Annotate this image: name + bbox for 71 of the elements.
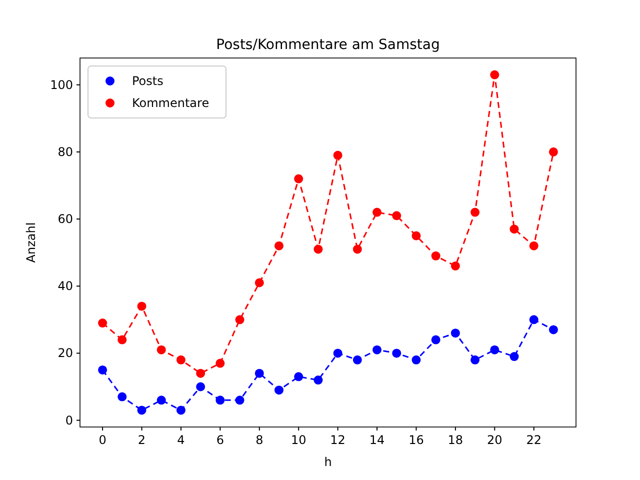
- x-tick-label: 2: [138, 433, 146, 447]
- point: [216, 396, 225, 405]
- point: [529, 241, 538, 250]
- point: [196, 382, 206, 392]
- point: [196, 368, 206, 378]
- point: [372, 345, 382, 354]
- y-tick-label: 80: [58, 144, 73, 159]
- point: [470, 355, 480, 364]
- point: [254, 278, 264, 288]
- chart-title: Posts/Kommentare am Samstag: [216, 37, 440, 53]
- point: [137, 302, 146, 311]
- point: [137, 406, 146, 415]
- x-tick-label: 20: [487, 433, 502, 447]
- x-tick-label: 4: [177, 433, 185, 447]
- point: [548, 147, 558, 156]
- y-tick-label: 100: [50, 78, 73, 92]
- point: [118, 392, 127, 402]
- point: [314, 244, 323, 254]
- point: [490, 345, 500, 354]
- x-tick-label: 8: [256, 433, 264, 447]
- point: [176, 355, 186, 364]
- point: [372, 208, 382, 217]
- point: [412, 231, 421, 240]
- point: [314, 376, 323, 385]
- point: [392, 211, 402, 220]
- x-tick-label: 22: [526, 433, 542, 447]
- x-tick-label: 6: [216, 433, 224, 447]
- point: [490, 70, 500, 80]
- point: [156, 345, 166, 354]
- point: [274, 241, 284, 250]
- y-tick-label: 0: [65, 413, 73, 428]
- point: [333, 150, 342, 160]
- x-tick-label: 14: [369, 433, 385, 447]
- x-axis-title: h: [324, 455, 332, 469]
- point: [510, 224, 519, 234]
- point: [274, 386, 284, 395]
- point: [98, 318, 108, 328]
- x-tick-label: 12: [330, 433, 346, 447]
- x-tick-label: 18: [448, 433, 464, 447]
- point: [470, 208, 480, 217]
- point: [529, 315, 538, 324]
- y-axis-title: Anzahl: [24, 222, 38, 263]
- x-tick-label: 16: [408, 433, 424, 447]
- point: [156, 396, 166, 405]
- point: [431, 251, 440, 260]
- point: [235, 396, 244, 405]
- point: [294, 372, 304, 382]
- y-tick-label: 60: [58, 212, 73, 226]
- legend-label: Kommentare: [132, 96, 210, 110]
- point: [333, 348, 342, 358]
- point: [176, 406, 186, 415]
- y-tick-label: 20: [58, 346, 73, 360]
- y-tick-label: 40: [58, 279, 73, 294]
- point: [216, 358, 225, 368]
- legend-label: Posts: [132, 74, 164, 88]
- point: [412, 355, 421, 364]
- point: [118, 335, 127, 344]
- point: [352, 355, 362, 364]
- x-tick-label: 10: [290, 433, 306, 447]
- point: [450, 261, 460, 270]
- point: [548, 325, 558, 334]
- point: [450, 328, 460, 338]
- point: [510, 352, 519, 362]
- x-tick-label: 0: [98, 433, 106, 447]
- point: [352, 244, 362, 254]
- point: [235, 315, 244, 324]
- point: [254, 368, 264, 378]
- point: [294, 174, 304, 184]
- point: [392, 348, 402, 358]
- point: [431, 335, 440, 344]
- point: [98, 365, 108, 374]
